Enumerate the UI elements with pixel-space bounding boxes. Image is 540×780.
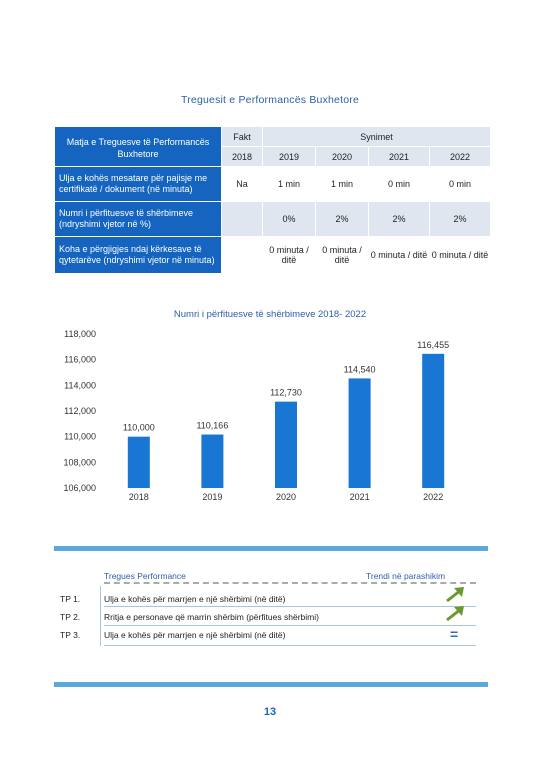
- perf-desc: Rritja e personave që marrin shërbim (pë…: [104, 612, 319, 622]
- perf-code: TP 3.: [60, 630, 81, 640]
- x-tick-label: 2022: [423, 492, 443, 502]
- up-arrow-icon: [446, 587, 464, 603]
- x-tick-label: 2020: [276, 492, 296, 502]
- section-divider: [54, 682, 488, 687]
- targets-header: Synimet: [262, 126, 491, 147]
- bar: [422, 353, 445, 488]
- row-separator: [104, 645, 476, 646]
- row-label: Koha e përgjigjes ndaj kërkesave të qyte…: [54, 236, 222, 274]
- dashed-divider: [104, 582, 476, 584]
- row-separator: [104, 606, 476, 607]
- table-cell: 0 min: [368, 166, 430, 202]
- perf-code: TP 1.: [60, 594, 81, 604]
- bar: [275, 401, 297, 488]
- x-tick-label: 2019: [202, 492, 222, 502]
- x-tick-label: 2021: [350, 492, 370, 502]
- data-label: 114,540: [344, 364, 376, 374]
- data-label: 116,455: [417, 340, 449, 350]
- year-header: 2021: [368, 146, 430, 167]
- table-cell: 0%: [262, 201, 316, 237]
- perf-header-left: Tregues Performance: [104, 571, 186, 581]
- data-label: 112,730: [270, 388, 302, 398]
- equal-trend-icon: =: [450, 626, 459, 642]
- perf-code: TP 2.: [60, 612, 81, 622]
- fakt-header: Fakt: [221, 126, 263, 147]
- y-tick-label: 116,000: [64, 355, 96, 365]
- table-cell: 1 min: [315, 166, 369, 202]
- page-title: Treguesit e Performancës Buxhetore: [181, 94, 359, 106]
- y-tick-label: 106,000: [63, 483, 96, 493]
- bar: [348, 378, 371, 488]
- bar: [201, 434, 224, 488]
- section-divider: [54, 546, 488, 551]
- y-tick-label: 110,000: [64, 432, 96, 442]
- table-cell: 0 minuta / ditë: [262, 236, 316, 274]
- column-divider: [100, 586, 101, 646]
- table-cell: 0 min: [429, 166, 491, 202]
- up-arrow-icon: [446, 606, 464, 622]
- year-header: 2018: [221, 146, 263, 167]
- data-label: 110,166: [196, 421, 228, 431]
- row-label: Numri i përfituesve të shërbimeve (ndrys…: [54, 201, 222, 237]
- data-label: 110,000: [123, 423, 155, 433]
- page-number: 13: [263, 706, 277, 718]
- table-cell: 0 minuta / ditë: [315, 236, 369, 274]
- table-cell: 2%: [429, 201, 491, 237]
- perf-header-right: Trendi në parashikim: [366, 571, 446, 581]
- measure-header: Matja e Treguesve të Performancës Buxhet…: [54, 126, 222, 167]
- table-cell: 0 minuta / ditë: [368, 236, 430, 274]
- table-cell: 2%: [368, 201, 430, 237]
- y-tick-label: 114,000: [64, 380, 96, 390]
- table-cell: [221, 201, 263, 237]
- bar: [127, 436, 150, 488]
- table-cell: [221, 236, 263, 274]
- row-label: Ulja e kohës mesatare për pajisje me cer…: [54, 166, 222, 202]
- table-cell: 2%: [315, 201, 369, 237]
- table-cell: 1 min: [262, 166, 316, 202]
- x-tick-label: 2018: [129, 492, 149, 502]
- chart-title: Numri i përfituesve të shërbimeve 2018- …: [173, 309, 367, 320]
- row-separator: [104, 625, 476, 626]
- year-header: 2020: [315, 146, 369, 167]
- perf-desc: Ulja e kohës për marrjen e një shërbimi …: [104, 594, 286, 604]
- performance-indicators-table: Matja e Treguesve të Performancës Buxhet…: [54, 126, 491, 274]
- table-cell: 0 minuta / ditë: [429, 236, 491, 274]
- perf-desc: Ulja e kohës për marrjen e një shërbimi …: [104, 630, 286, 640]
- y-tick-label: 112,000: [64, 406, 96, 416]
- year-header: 2019: [262, 146, 316, 167]
- bar-chart: 106,000 108,000 110,000 112,000 114,000 116,0…: [63, 329, 449, 502]
- y-tick-label: 118,000: [64, 329, 96, 339]
- table-cell: Na: [221, 166, 263, 202]
- y-tick-label: 108,000: [63, 457, 96, 467]
- year-header: 2022: [429, 146, 491, 167]
